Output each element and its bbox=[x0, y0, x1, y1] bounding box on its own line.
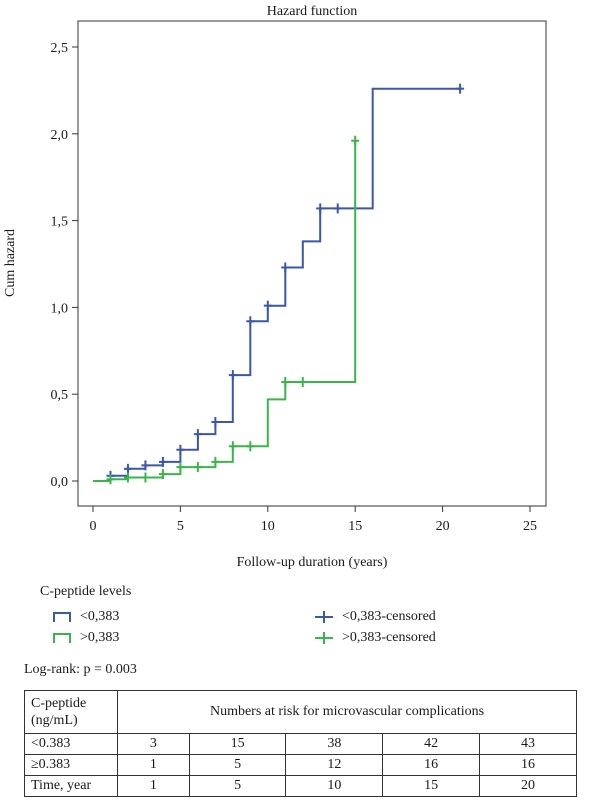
legend-item-low: <0,383 bbox=[52, 609, 119, 625]
risk-cell: 1 bbox=[117, 754, 190, 776]
series-line-low bbox=[93, 87, 461, 482]
table-row: Time, year 1 5 10 15 20 bbox=[24, 775, 577, 797]
legend: C-peptide levels bbox=[40, 584, 132, 599]
risk-cell: 43 bbox=[479, 733, 577, 755]
y-axis: 0,0 0,5 1,0 1,5 2,0 2,5 bbox=[51, 41, 78, 490]
table-row: <0.383 3 15 38 42 43 bbox=[24, 733, 577, 755]
legend-item-low-censored: <0,383-censored bbox=[314, 609, 436, 625]
y-tick-label: 1,0 bbox=[51, 301, 69, 316]
plot-frame bbox=[77, 20, 547, 507]
legend-item-high: >0,383 bbox=[52, 630, 119, 646]
table-row: ≥0.383 1 5 12 16 16 bbox=[24, 754, 577, 776]
legend-item-high-censored: >0,383-censored bbox=[314, 630, 436, 646]
y-tick-label: 0,0 bbox=[51, 475, 69, 490]
x-axis: 0 5 10 15 20 25 bbox=[90, 506, 537, 534]
x-tick-label: 0 bbox=[90, 519, 97, 534]
legend-label-high-censored: >0,383-censored bbox=[342, 630, 436, 645]
x-tick-label: 15 bbox=[348, 519, 362, 534]
risk-cell: 15 bbox=[188, 733, 287, 755]
y-tick-label: 2,0 bbox=[51, 128, 69, 143]
legend-swatch-high bbox=[53, 633, 71, 643]
series-line-high bbox=[93, 140, 357, 482]
risk-header-label: C-peptide (ng/mL) bbox=[24, 690, 118, 734]
legend-censor-high bbox=[315, 632, 333, 644]
x-tick-label: 5 bbox=[177, 519, 184, 534]
risk-cell: 15 bbox=[382, 775, 481, 797]
risk-cell: 16 bbox=[382, 754, 481, 776]
legend-label-low: <0,383 bbox=[80, 609, 120, 624]
risk-cell: 42 bbox=[382, 733, 481, 755]
legend-label-low-censored: <0,383-censored bbox=[342, 609, 436, 624]
risk-row-label: Time, year bbox=[24, 775, 118, 797]
risk-cell: 20 bbox=[479, 775, 577, 797]
risk-cell: 5 bbox=[188, 754, 287, 776]
risk-cell: 1 bbox=[117, 775, 190, 797]
risk-cell: 5 bbox=[188, 775, 287, 797]
risk-cell: 3 bbox=[117, 733, 190, 755]
x-tick-label: 20 bbox=[436, 519, 450, 534]
risk-cell: 12 bbox=[285, 754, 384, 776]
risk-cell: 10 bbox=[285, 775, 384, 797]
y-tick-label: 2,5 bbox=[51, 41, 69, 56]
chart-title: Hazard function bbox=[267, 4, 358, 19]
x-tick-label: 25 bbox=[523, 519, 537, 534]
y-tick-label: 1,5 bbox=[51, 215, 69, 230]
risk-table: C-peptide (ng/mL) Numbers at risk for mi… bbox=[24, 690, 577, 797]
risk-cell: 38 bbox=[285, 733, 384, 755]
risk-cell: 16 bbox=[479, 754, 577, 776]
legend-swatch-low bbox=[53, 612, 71, 622]
risk-header-span: Numbers at risk for microvascular compli… bbox=[117, 690, 577, 734]
risk-row-label: <0.383 bbox=[24, 733, 118, 755]
y-tick-label: 0,5 bbox=[51, 388, 69, 403]
risk-table-header: C-peptide (ng/mL) Numbers at risk for mi… bbox=[24, 690, 577, 734]
x-axis-label: Follow-up duration (years) bbox=[237, 555, 388, 570]
log-rank-note: Log-rank: p = 0.003 bbox=[24, 662, 137, 677]
legend-censor-low bbox=[315, 611, 333, 623]
series-layer bbox=[93, 83, 465, 485]
risk-row-label: ≥0.383 bbox=[24, 754, 118, 776]
y-axis-label: Cum hazard bbox=[3, 229, 18, 297]
legend-label-high: >0,383 bbox=[80, 630, 120, 645]
hazard-chart: Hazard function 0,0 0,5 1,0 1,5 2,0 2,5 0 5 10 1… bbox=[3, 4, 547, 570]
x-tick-label: 10 bbox=[261, 519, 275, 534]
